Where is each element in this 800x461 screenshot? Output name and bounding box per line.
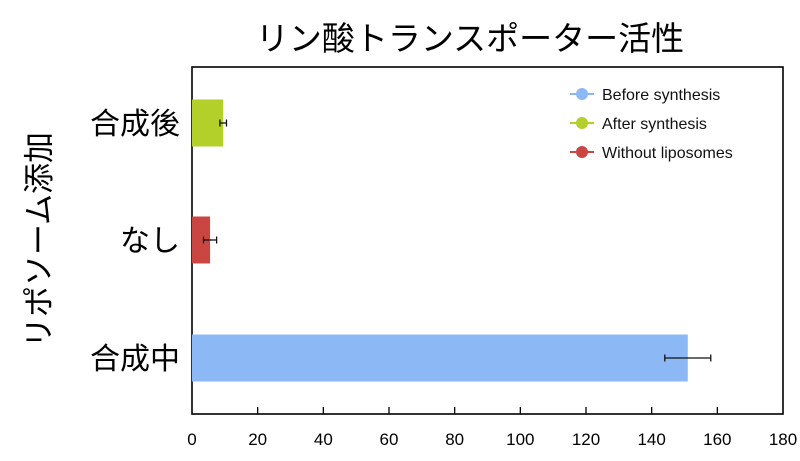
x-tick-label-120: 120 — [572, 430, 600, 449]
x-tick-label-0: 0 — [187, 430, 196, 449]
legend-marker-3 — [576, 146, 588, 158]
legend-label-1: Before synthesis — [602, 87, 720, 104]
x-tick-label-80: 80 — [445, 430, 464, 449]
x-tick-label-20: 20 — [248, 430, 267, 449]
category-label-1: 合成後 — [90, 107, 180, 142]
bar-1 — [192, 99, 224, 147]
chart-title: リン酸トランスポーター活性 — [256, 19, 684, 58]
legend-marker-2 — [576, 117, 588, 129]
x-tick-label-60: 60 — [380, 430, 399, 449]
category-label-2: なし — [120, 224, 180, 259]
category-label-3: 合成中 — [90, 342, 180, 377]
x-tick-label-180: 180 — [769, 430, 797, 449]
legend-label-2: After synthesis — [602, 116, 707, 133]
legend: Before synthesis After synthesis Without l… — [570, 87, 733, 162]
bar-3 — [192, 334, 688, 382]
x-tick-label-40: 40 — [314, 430, 333, 449]
legend-label-3: Without liposomes — [602, 145, 733, 162]
x-tick-label-100: 100 — [506, 430, 534, 449]
x-tick-label-140: 140 — [637, 430, 665, 449]
y-axis-label: リポソーム添加 — [22, 132, 58, 348]
bar-2 — [192, 216, 211, 264]
legend-marker-1 — [576, 88, 588, 100]
x-tick-label-160: 160 — [703, 430, 731, 449]
